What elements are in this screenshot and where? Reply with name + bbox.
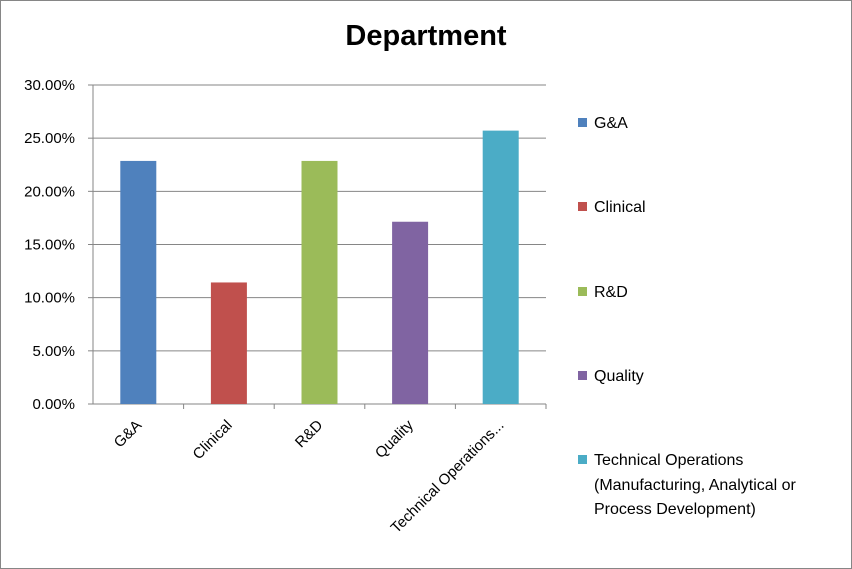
y-tick-label: 10.00% <box>24 290 75 307</box>
legend-label: Clinical <box>594 199 646 216</box>
y-tick-label: 5.00% <box>32 343 75 360</box>
chart-title: Department <box>345 20 507 52</box>
y-tick-label: 25.00% <box>24 130 75 147</box>
legend-label: R&D <box>594 284 628 301</box>
bar <box>482 130 519 404</box>
legend-label: Technical Operations (Manufacturing, Ana… <box>594 452 796 518</box>
bar <box>301 160 338 404</box>
legend-item: G&A <box>578 112 844 137</box>
legend-label: G&A <box>594 115 628 132</box>
legend-item: Quality <box>578 365 844 390</box>
y-axis-ticks: 0.00% 5.00% 10.00% 15.00% 20.00% 25.00% 30.00% <box>24 77 75 413</box>
y-tick-label: 30.00% <box>24 77 75 94</box>
legend-item: Technical Operations (Manufacturing, Ana… <box>578 449 844 523</box>
legend-swatch <box>578 455 587 464</box>
y-tick-label: 15.00% <box>24 237 75 254</box>
legend-item: Clinical <box>578 196 844 221</box>
x-tick-label: G&A <box>111 417 145 451</box>
legend-swatch <box>578 371 587 380</box>
x-tick-label: Quality <box>372 416 417 461</box>
legend-swatch <box>578 287 587 296</box>
bars <box>120 130 519 404</box>
y-tick-label: 0.00% <box>32 396 75 413</box>
legend-swatch <box>578 202 587 211</box>
x-tick-label: Clinical <box>190 417 236 463</box>
legend-label: Quality <box>594 368 644 385</box>
bar <box>120 160 157 404</box>
y-tick-label: 20.00% <box>24 183 75 200</box>
bar <box>210 282 247 404</box>
x-tick-label: R&D <box>292 417 327 452</box>
legend-item: R&D <box>578 281 844 306</box>
bar <box>392 221 429 404</box>
legend-swatch <box>578 118 587 127</box>
